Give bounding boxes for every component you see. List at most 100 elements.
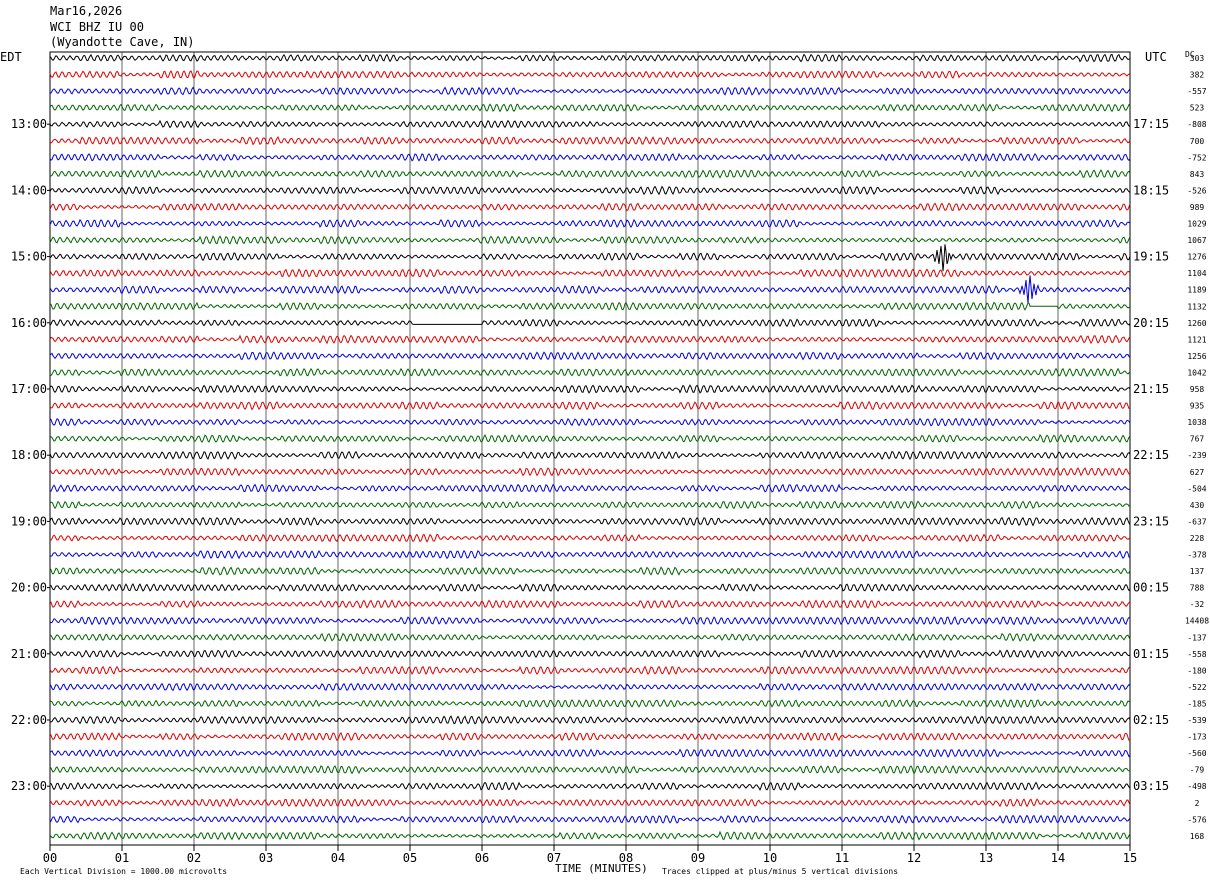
trace-row-15 bbox=[49, 275, 1131, 304]
dc-offset-label: 1132 bbox=[1187, 302, 1206, 311]
trace-row-41 bbox=[49, 715, 1131, 725]
trace-row-24 bbox=[49, 433, 1131, 444]
x-tick-label: 03 bbox=[259, 851, 273, 865]
trace-row-47 bbox=[49, 814, 1131, 824]
dc-offset-label: 1038 bbox=[1187, 418, 1206, 427]
location-label: (Wyandotte Cave, IN) bbox=[50, 35, 195, 49]
left-hour-label: 14:00 bbox=[11, 183, 47, 197]
dc-offset-label: 700 bbox=[1190, 137, 1205, 146]
x-tick-label: 04 bbox=[331, 851, 345, 865]
left-hour-label: 15:00 bbox=[11, 250, 47, 264]
right-hour-label: 03:15 bbox=[1133, 779, 1169, 793]
dc-offset-label: -558 bbox=[1187, 650, 1206, 659]
trace-row-31 bbox=[49, 549, 1131, 560]
trace-row-7 bbox=[49, 152, 1131, 162]
dc-offset-label: -557 bbox=[1187, 87, 1206, 96]
trace-row-22 bbox=[49, 400, 1131, 411]
dc-offset-label: 1276 bbox=[1187, 253, 1206, 262]
scale-note: Each Vertical Division = 1000.00 microvo… bbox=[20, 867, 228, 876]
left-timezone-label: EDT bbox=[0, 50, 22, 64]
left-hour-label: 21:00 bbox=[11, 647, 47, 661]
trace-row-32 bbox=[49, 566, 1131, 576]
dc-offset-label: 1104 bbox=[1187, 269, 1206, 278]
left-hour-label: 20:00 bbox=[11, 581, 47, 595]
trace-row-30 bbox=[49, 533, 1131, 543]
trace-row-20 bbox=[49, 367, 1131, 378]
trace-row-10 bbox=[49, 202, 1131, 212]
trace-row-8 bbox=[49, 169, 1131, 179]
dc-offset-label: -522 bbox=[1187, 683, 1206, 692]
x-tick-label: 00 bbox=[43, 851, 57, 865]
x-tick-label: 09 bbox=[691, 851, 705, 865]
trace-row-43 bbox=[49, 748, 1131, 758]
right-hour-label: 18:15 bbox=[1133, 183, 1169, 197]
trace-row-38 bbox=[49, 665, 1131, 676]
dc-offset-label: 788 bbox=[1190, 584, 1205, 593]
trace-row-13 bbox=[49, 244, 1131, 272]
trace-row-21 bbox=[49, 384, 1131, 394]
dc-offset-label: 228 bbox=[1190, 534, 1205, 543]
trace-row-2 bbox=[49, 69, 1131, 80]
trace-row-9 bbox=[49, 185, 1131, 196]
dc-offset-label: -504 bbox=[1187, 484, 1206, 493]
dc-offset-label: 989 bbox=[1190, 203, 1205, 212]
dc-offset-label: -752 bbox=[1187, 153, 1206, 162]
dc-offset-label: 430 bbox=[1190, 501, 1205, 510]
trace-row-33 bbox=[49, 583, 1131, 593]
dc-offset-label: 1260 bbox=[1187, 319, 1206, 328]
x-tick-label: 08 bbox=[619, 851, 633, 865]
trace-row-3 bbox=[49, 86, 1131, 96]
dc-offset-label: 1189 bbox=[1187, 286, 1206, 295]
right-hour-label: 00:15 bbox=[1133, 581, 1169, 595]
trace-row-23 bbox=[49, 417, 1131, 427]
dc-offset-label: -185 bbox=[1187, 699, 1206, 708]
dc-offset-label: 767 bbox=[1190, 435, 1205, 444]
right-hour-label: 23:15 bbox=[1133, 514, 1169, 528]
left-hour-label: 17:00 bbox=[11, 382, 47, 396]
trace-row-36 bbox=[49, 632, 1131, 643]
right-hour-label: 19:15 bbox=[1133, 250, 1169, 264]
dc-offset-label: -498 bbox=[1187, 782, 1206, 791]
trace-row-14 bbox=[49, 268, 1131, 278]
dc-offset-label: 1029 bbox=[1187, 220, 1206, 229]
dc-offset-label: 2 bbox=[1195, 799, 1200, 808]
dc-offset-label: -378 bbox=[1187, 551, 1206, 560]
trace-row-16 bbox=[49, 301, 1131, 311]
dc-offset-label: -79 bbox=[1190, 766, 1205, 775]
dc-offset-label: 168 bbox=[1190, 832, 1205, 841]
dc-offset-label: -32 bbox=[1190, 600, 1205, 609]
left-hour-label: 18:00 bbox=[11, 448, 47, 462]
trace-row-12 bbox=[49, 235, 1131, 245]
dc-offset-label: -637 bbox=[1187, 517, 1206, 526]
dc-offset-label: 935 bbox=[1190, 402, 1205, 411]
dc-offset-label: 1256 bbox=[1187, 352, 1206, 361]
right-hour-label: 01:15 bbox=[1133, 647, 1169, 661]
right-hour-label: 22:15 bbox=[1133, 448, 1169, 462]
station-label: WCI BHZ IU 00 bbox=[50, 20, 144, 34]
x-axis-label: TIME (MINUTES) bbox=[555, 862, 648, 875]
x-tick-label: 15 bbox=[1123, 851, 1137, 865]
left-hour-label: 23:00 bbox=[11, 779, 47, 793]
trace-row-26 bbox=[49, 467, 1131, 477]
right-timezone-label: UTC bbox=[1145, 50, 1167, 64]
dc-offset-label: 303 bbox=[1190, 54, 1205, 63]
dc-offset-label: -560 bbox=[1187, 749, 1206, 758]
dc-offset-label: -576 bbox=[1187, 815, 1206, 824]
dc-offset-label: -239 bbox=[1187, 451, 1206, 460]
x-tick-label: 10 bbox=[763, 851, 777, 865]
dc-offset-label: 1121 bbox=[1187, 335, 1206, 344]
dc-offset-label: 14408 bbox=[1185, 617, 1209, 626]
dc-label: DC bbox=[1185, 50, 1195, 59]
left-hour-label: 16:00 bbox=[11, 316, 47, 330]
dc-offset-label: -526 bbox=[1187, 186, 1206, 195]
left-hour-label: 22:00 bbox=[11, 713, 47, 727]
dc-offset-label: 137 bbox=[1190, 567, 1205, 576]
trace-row-5 bbox=[49, 119, 1131, 129]
right-hour-label: 02:15 bbox=[1133, 713, 1169, 727]
x-tick-label: 06 bbox=[475, 851, 489, 865]
trace-row-4 bbox=[49, 103, 1131, 113]
trace-row-19 bbox=[49, 351, 1131, 361]
left-hour-label: 19:00 bbox=[11, 514, 47, 528]
x-tick-label: 02 bbox=[187, 851, 201, 865]
